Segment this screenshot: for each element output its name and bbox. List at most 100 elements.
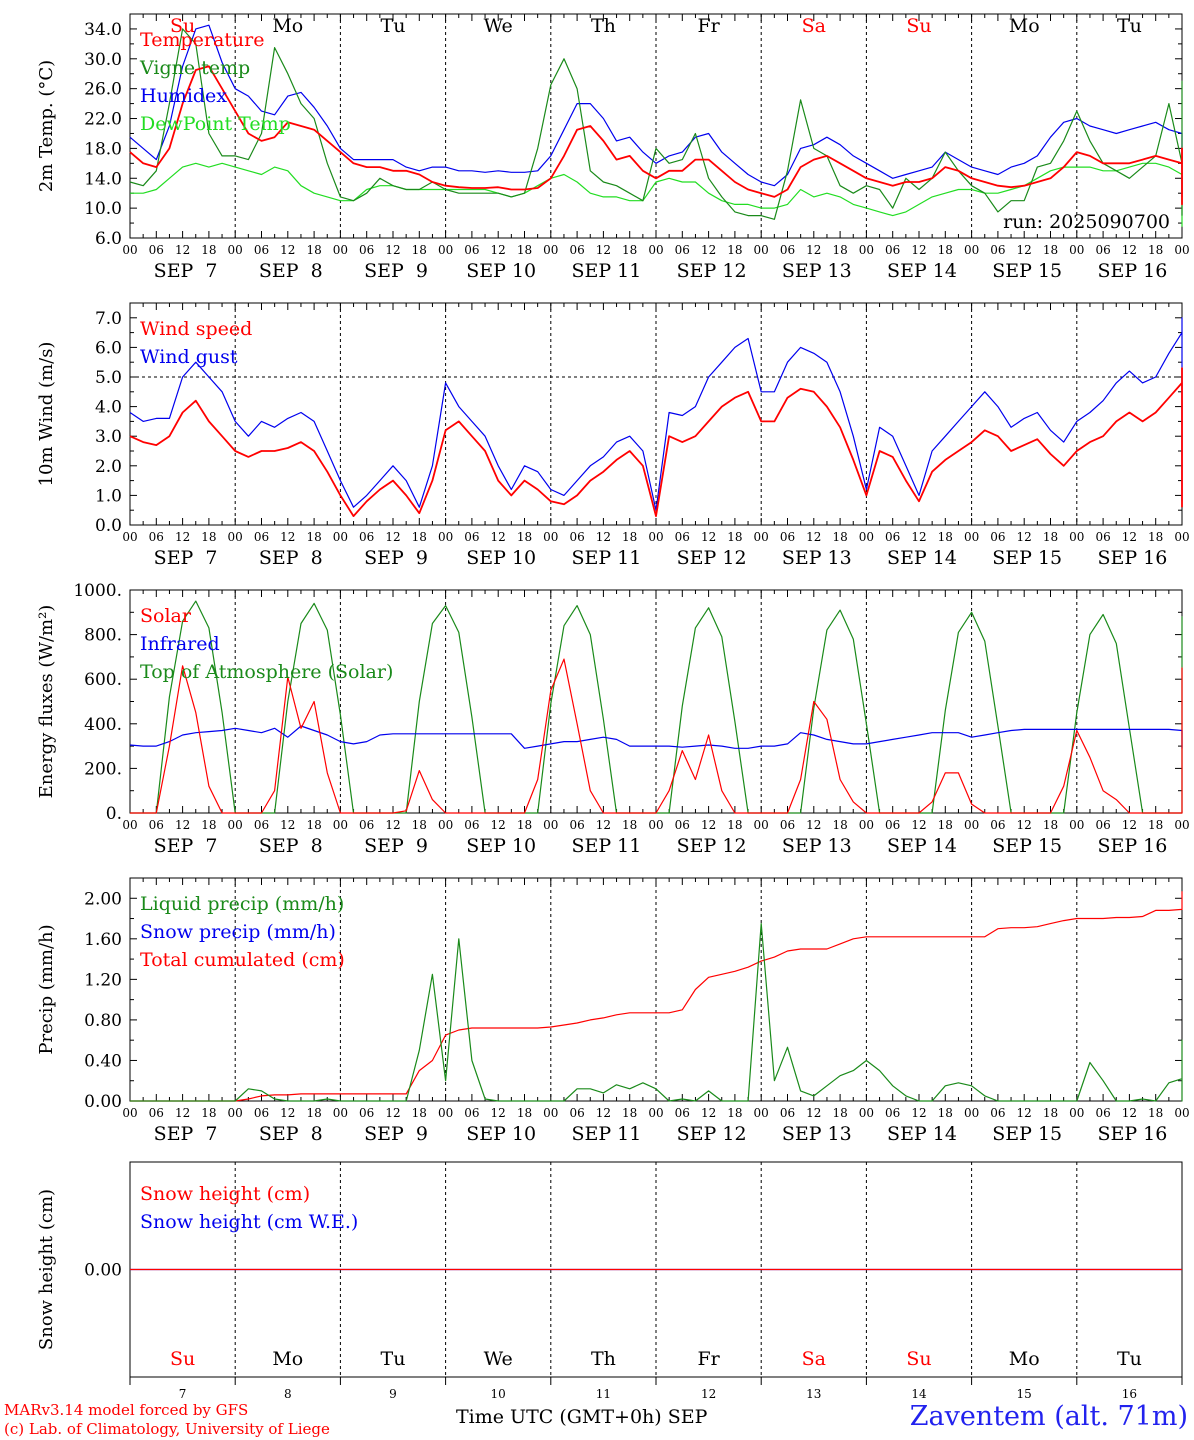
hour-tick-label: 06 — [675, 243, 690, 257]
hour-tick-label: 18 — [1148, 1106, 1163, 1120]
y-tick-label: 600. — [84, 670, 122, 690]
hour-tick-label: 00 — [1174, 530, 1189, 544]
weekday-label: Tu — [381, 15, 406, 37]
hour-tick-label: 06 — [885, 1106, 900, 1120]
hour-tick-label: 12 — [280, 530, 295, 544]
hour-tick-label: 18 — [727, 818, 742, 832]
hour-tick-label: 18 — [832, 530, 847, 544]
hour-tick-label: 00 — [648, 1106, 663, 1120]
legend-entry: Top of Atmosphere (Solar) — [140, 661, 393, 683]
lab-credit: (c) Lab. of Climatology, University of L… — [4, 1420, 330, 1438]
series-line — [130, 891, 1183, 1102]
hour-tick-label: 06 — [569, 1106, 584, 1120]
hour-tick-label: 18 — [306, 243, 321, 257]
y-tick-label: 200. — [84, 759, 122, 779]
hour-tick-label: 18 — [622, 530, 637, 544]
hour-tick-label: 00 — [122, 243, 137, 257]
y-tick-label: 18.0 — [84, 139, 122, 159]
hour-tick-label: 18 — [517, 530, 532, 544]
date-label: SEP 7 — [154, 1123, 218, 1145]
y-axis-label: Energy fluxes (W/m²) — [36, 605, 57, 799]
hour-tick-label: 18 — [517, 243, 532, 257]
y-tick-label: 0.40 — [84, 1051, 122, 1071]
hour-tick-label: 18 — [1043, 530, 1058, 544]
hour-tick-label: 06 — [149, 1106, 164, 1120]
date-label: SEP 13 — [782, 547, 852, 569]
hour-tick-label: 00 — [1069, 243, 1084, 257]
hour-tick-label: 00 — [1069, 530, 1084, 544]
hour-tick-label: 06 — [780, 1106, 795, 1120]
series-line — [129, 725, 1183, 749]
date-label: SEP 12 — [677, 835, 747, 857]
hour-tick-label: 18 — [306, 818, 321, 832]
y-axis-label: 10m Wind (m/s) — [36, 342, 57, 487]
hour-tick-label: 12 — [1017, 243, 1032, 257]
hour-tick-label: 18 — [1148, 243, 1163, 257]
date-label: SEP 16 — [1097, 1123, 1167, 1145]
hour-tick-label: 12 — [1017, 818, 1032, 832]
legend-entry: Wind gust — [140, 346, 238, 368]
hour-tick-label: 12 — [280, 1106, 295, 1120]
hour-tick-label: 12 — [701, 1106, 716, 1120]
hour-tick-label: 18 — [201, 818, 216, 832]
hour-tick-label: 18 — [938, 818, 953, 832]
day-number-label: 15 — [1017, 1387, 1032, 1401]
hour-tick-label: 06 — [149, 243, 164, 257]
hour-tick-label: 18 — [201, 1106, 216, 1120]
hour-tick-label: 18 — [938, 1106, 953, 1120]
weekday-label: Th — [591, 15, 616, 37]
run-annotation: run: 2025090700 — [1003, 211, 1170, 233]
weekday-label: Mo — [272, 1348, 303, 1370]
date-label: SEP 15 — [992, 835, 1062, 857]
hour-tick-label: 06 — [569, 818, 584, 832]
hour-tick-label: 00 — [122, 530, 137, 544]
y-tick-label: 6.0 — [95, 338, 122, 358]
hour-tick-label: 18 — [517, 818, 532, 832]
hour-tick-label: 06 — [464, 530, 479, 544]
weekday-label: Sa — [802, 1348, 826, 1370]
hour-tick-label: 06 — [1095, 818, 1110, 832]
hour-tick-label: 06 — [1095, 530, 1110, 544]
hour-tick-label: 18 — [727, 1106, 742, 1120]
date-label: SEP 10 — [466, 1123, 536, 1145]
date-label: SEP 10 — [466, 260, 536, 282]
y-tick-label: 2.0 — [95, 457, 122, 477]
series-line — [129, 317, 1183, 511]
hour-tick-label: 12 — [385, 1106, 400, 1120]
day-number-label: 7 — [179, 1387, 187, 1401]
date-label: SEP 12 — [677, 1123, 747, 1145]
legend-entry: Wind speed — [140, 318, 252, 340]
hour-tick-label: 00 — [964, 1106, 979, 1120]
hour-tick-label: 00 — [754, 818, 769, 832]
hour-tick-label: 12 — [911, 530, 926, 544]
day-number-label: 9 — [389, 1387, 397, 1401]
hour-tick-label: 12 — [911, 1106, 926, 1120]
hour-tick-label: 18 — [938, 530, 953, 544]
hour-tick-label: 12 — [701, 530, 716, 544]
hour-tick-label: 00 — [1069, 1106, 1084, 1120]
hour-tick-label: 12 — [175, 243, 190, 257]
hour-tick-label: 00 — [333, 530, 348, 544]
hour-tick-label: 12 — [1122, 818, 1137, 832]
hour-tick-label: 06 — [990, 818, 1005, 832]
legend-entry: Humidex — [140, 85, 227, 107]
hour-tick-label: 18 — [622, 818, 637, 832]
y-tick-label: 4.0 — [95, 398, 122, 418]
hour-tick-label: 06 — [569, 243, 584, 257]
hour-tick-label: 12 — [596, 1106, 611, 1120]
hour-tick-label: 00 — [859, 243, 874, 257]
hour-tick-label: 18 — [1043, 243, 1058, 257]
y-tick-label: 2.00 — [84, 889, 122, 909]
y-tick-label: 26.0 — [84, 80, 122, 100]
hour-tick-label: 00 — [543, 530, 558, 544]
y-axis-label: Precip (mm/h) — [36, 924, 57, 1054]
y-axis-label: Snow height (cm) — [36, 1189, 57, 1350]
hour-tick-label: 00 — [333, 243, 348, 257]
hour-tick-label: 18 — [201, 530, 216, 544]
weekday-label: Su — [170, 15, 195, 37]
hour-tick-label: 12 — [491, 818, 506, 832]
weekday-label: Mo — [1009, 15, 1040, 37]
date-label: SEP 11 — [571, 260, 641, 282]
legend-entry: Temperature — [140, 29, 264, 51]
y-tick-label: 0.80 — [84, 1011, 122, 1031]
